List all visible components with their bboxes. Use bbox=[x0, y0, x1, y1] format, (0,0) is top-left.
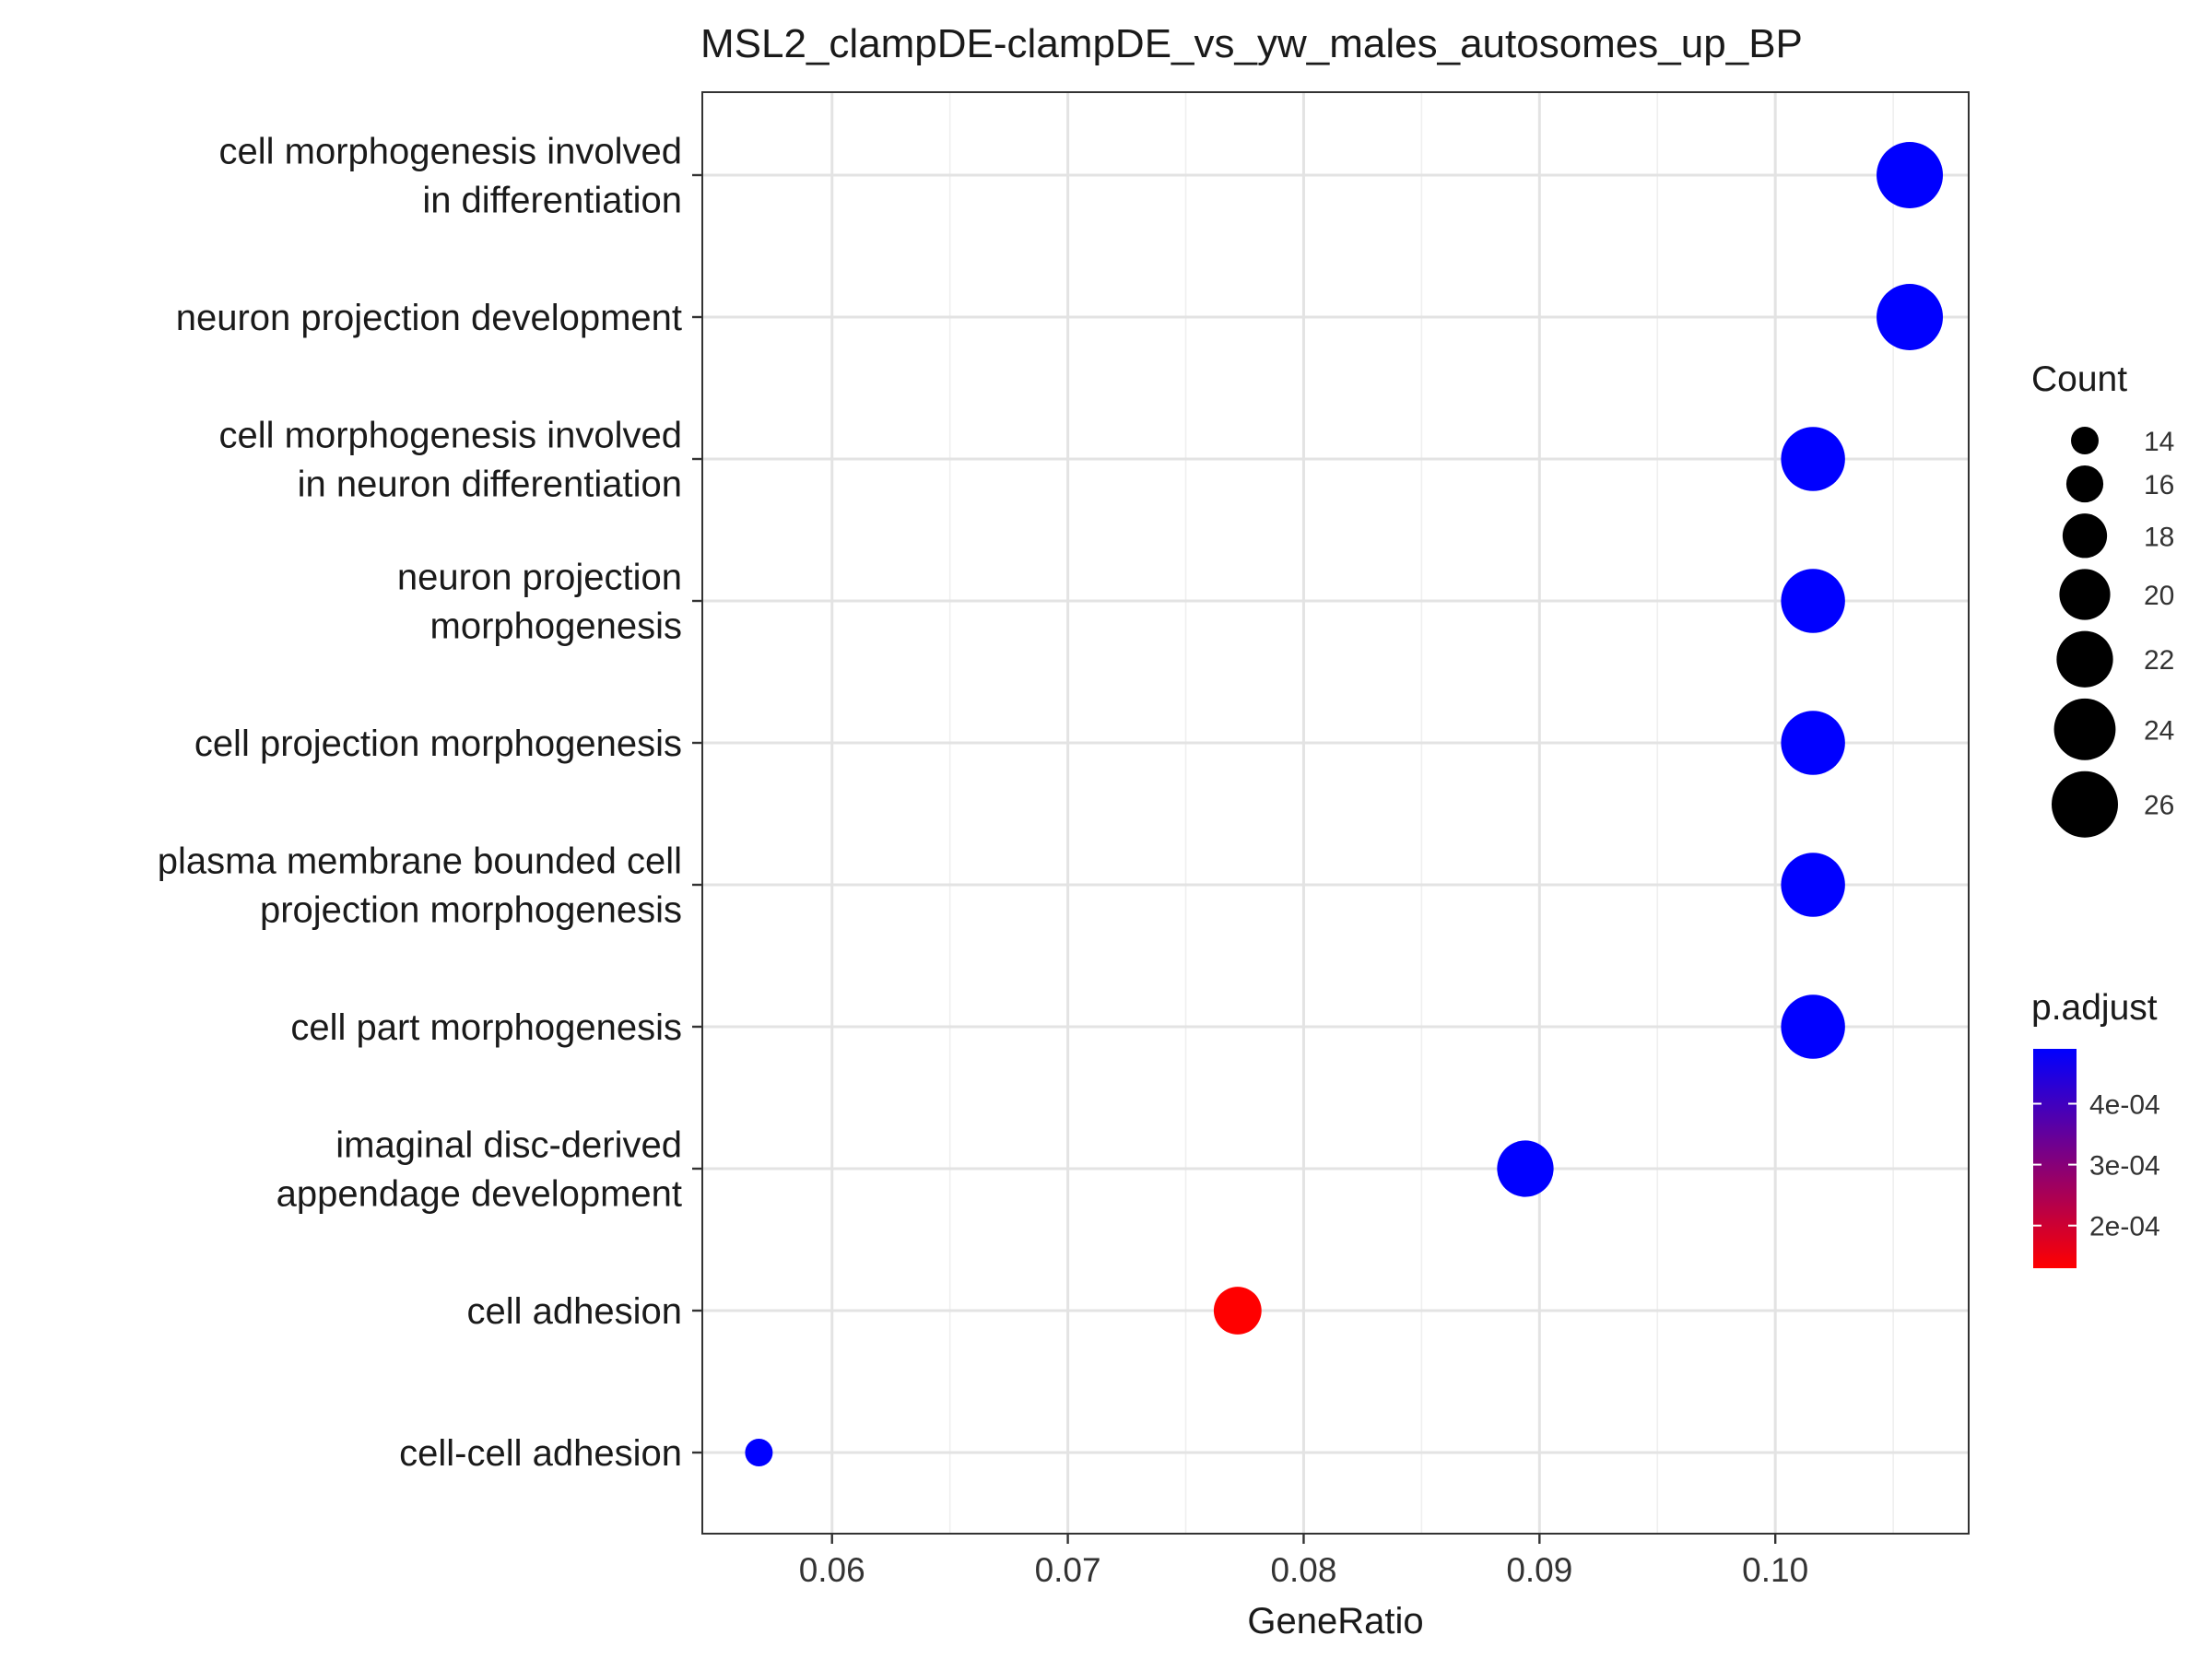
data-point bbox=[1213, 1287, 1262, 1335]
y-category-label: in neuron differentiation bbox=[298, 465, 682, 505]
data-point bbox=[1877, 142, 1944, 208]
y-axis: cell morphogenesis involved in differenti… bbox=[158, 132, 702, 1474]
count-legend-title: Count bbox=[2031, 359, 2127, 399]
p-adjust-legend-label: 2e-04 bbox=[2089, 1212, 2160, 1242]
grid-lines bbox=[702, 92, 1969, 1534]
count-legend-label: 14 bbox=[2144, 427, 2174, 457]
count-legend-key bbox=[2056, 630, 2113, 688]
x-tick-label: 0.08 bbox=[1270, 1551, 1336, 1589]
count-legend-key bbox=[2071, 427, 2099, 454]
x-axis: 0.06 0.07 0.08 0.09 0.10 bbox=[799, 1534, 1808, 1589]
data-point bbox=[1781, 994, 1845, 1059]
y-category-label: cell morphogenesis involved bbox=[219, 132, 683, 172]
y-category-label: in differentiation bbox=[422, 181, 682, 221]
y-category-label: plasma membrane bounded cell bbox=[158, 841, 682, 882]
data-point bbox=[1877, 284, 1944, 350]
count-legend-label: 16 bbox=[2144, 470, 2174, 500]
y-category-label: projection morphogenesis bbox=[260, 890, 682, 931]
y-category-label: cell adhesion bbox=[467, 1291, 683, 1332]
count-legend-label: 26 bbox=[2144, 791, 2174, 821]
count-legend-key bbox=[2059, 569, 2111, 620]
count-legend-key bbox=[2053, 698, 2116, 760]
x-tick-label: 0.10 bbox=[1742, 1551, 1808, 1589]
count-legend-key bbox=[2065, 465, 2104, 503]
p-adjust-colorbar bbox=[2033, 1049, 2077, 1268]
count-legend-label: 22 bbox=[2144, 645, 2174, 676]
data-point bbox=[1781, 711, 1845, 775]
y-category-label: cell morphogenesis involved bbox=[219, 416, 683, 456]
count-legend-key bbox=[2052, 771, 2118, 838]
count-legend-label: 18 bbox=[2144, 522, 2174, 552]
count-legend-key bbox=[2062, 513, 2108, 559]
y-category-label: cell part morphogenesis bbox=[290, 1007, 682, 1048]
data-point bbox=[745, 1439, 773, 1466]
data-point bbox=[1781, 853, 1845, 917]
y-category-label: cell-cell adhesion bbox=[399, 1433, 682, 1474]
data-point bbox=[1497, 1140, 1554, 1197]
count-legend-label: 24 bbox=[2144, 715, 2174, 746]
x-tick-label: 0.07 bbox=[1035, 1551, 1101, 1589]
x-tick-label: 0.06 bbox=[799, 1551, 865, 1589]
data-point bbox=[1781, 569, 1845, 633]
chart-title: MSL2_clampDE-clampDE_vs_yw_males_autosom… bbox=[700, 21, 1803, 66]
count-size-legend: Count 14 16 18 20 22 24 26 bbox=[2031, 359, 2174, 838]
y-category-label: neuron projection bbox=[397, 558, 682, 598]
p-adjust-legend-label: 4e-04 bbox=[2089, 1090, 2160, 1121]
x-axis-title: GeneRatio bbox=[1247, 1601, 1423, 1641]
x-tick-label: 0.09 bbox=[1506, 1551, 1572, 1589]
y-category-label: morphogenesis bbox=[430, 606, 683, 647]
count-legend-label: 20 bbox=[2144, 581, 2174, 611]
p-adjust-legend-label: 3e-04 bbox=[2089, 1151, 2160, 1182]
y-category-label: imaginal disc-derived bbox=[335, 1125, 682, 1166]
plot-panel bbox=[701, 91, 1970, 1535]
y-category-label: neuron projection development bbox=[176, 298, 682, 338]
p-adjust-legend-title: p.adjust bbox=[2031, 988, 2158, 1028]
y-category-label: cell projection morphogenesis bbox=[194, 724, 682, 764]
data-point bbox=[1781, 427, 1845, 491]
p-adjust-color-legend: p.adjust 4e-04 3e-04 2e-04 bbox=[2031, 988, 2160, 1268]
data-points bbox=[745, 142, 1944, 1466]
y-category-label: appendage development bbox=[276, 1174, 682, 1215]
